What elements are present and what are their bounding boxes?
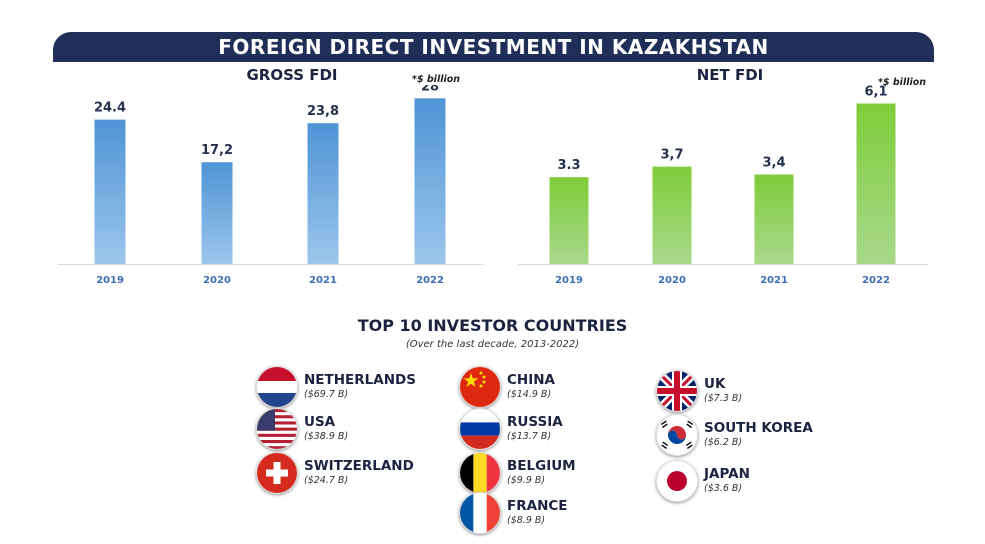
- bar-2020: [201, 162, 233, 264]
- china-flag-icon: [459, 366, 501, 408]
- bar-2019: [549, 177, 589, 264]
- data-label-2020: 3,7: [660, 148, 683, 163]
- net-fdi-title: NET FDI: [696, 66, 764, 84]
- net-fdi-chart: 3.3 2019 3,7 2020 3,4 2021 6,1 2022: [518, 85, 928, 286]
- country-name: RUSSIA: [507, 414, 563, 430]
- data-label-2019: 3.3: [557, 158, 580, 173]
- country-value: ($69.7 B): [304, 389, 349, 400]
- country-name: SOUTH KOREA: [704, 420, 813, 436]
- data-label-2022: 28: [421, 85, 439, 94]
- country-value: ($14.9 B): [507, 389, 552, 400]
- france-flag-icon: [459, 492, 501, 534]
- gross-fdi-title: GROSS FDI: [246, 66, 338, 84]
- data-label-2021: 23,8: [307, 104, 339, 119]
- bar-2020: [652, 166, 692, 264]
- country-value: ($24.7 B): [304, 475, 349, 486]
- gross-fdi-chart: 24.4 2019 17,2 2020 23,8 2021 28 2022: [58, 85, 483, 286]
- country-name: USA: [304, 414, 336, 430]
- usa-flag-icon: [256, 408, 298, 450]
- bar-2021: [754, 174, 794, 264]
- page-banner-title: FOREIGN DIRECT INVESTMENT IN KAZAKHSTAN: [53, 32, 934, 62]
- country-name: NETHERLANDS: [304, 372, 416, 388]
- data-label-2022: 6,1: [864, 85, 887, 100]
- country-name: FRANCE: [507, 498, 568, 514]
- bar-2022: [414, 98, 446, 264]
- country-name: UK: [704, 376, 726, 392]
- investors-subtitle: (Over the last decade, 2013-2022): [405, 339, 580, 350]
- country-value: ($13.7 B): [507, 431, 552, 442]
- country-value: ($38.9 B): [304, 431, 349, 442]
- netherlands-flag-icon: [256, 366, 298, 408]
- tick-label-2021: 2021: [760, 275, 788, 286]
- country-name: JAPAN: [704, 466, 750, 482]
- tick-label-2019: 2019: [96, 275, 124, 286]
- data-label-2020: 17,2: [201, 143, 233, 158]
- tick-label-2020: 2020: [658, 275, 686, 286]
- tick-label-2019: 2019: [555, 275, 583, 286]
- switzerland-flag-icon: [256, 452, 298, 494]
- country-value: ($8.9 B): [507, 515, 546, 526]
- bar-2019: [94, 119, 126, 264]
- country-name: SWITZERLAND: [304, 458, 414, 474]
- japan-flag-icon: [656, 460, 698, 502]
- russia-flag-icon: [459, 408, 501, 450]
- bar-2021: [307, 123, 339, 264]
- net-fdi-unit-note: *$ billion: [878, 77, 927, 88]
- south-korea-flag-icon: [656, 414, 698, 456]
- investors-title: TOP 10 INVESTOR COUNTRIES: [357, 316, 628, 335]
- data-label-2021: 3,4: [762, 156, 785, 171]
- country-name: CHINA: [507, 372, 555, 388]
- belgium-flag-icon: [459, 452, 501, 494]
- country-value: ($9.9 B): [507, 475, 546, 486]
- country-value: ($7.3 B): [704, 393, 743, 404]
- data-label-2019: 24.4: [94, 101, 126, 116]
- tick-label-2021: 2021: [309, 275, 337, 286]
- country-name: BELGIUM: [507, 458, 576, 474]
- bar-2022: [856, 103, 896, 265]
- country-value: ($3.6 B): [704, 483, 743, 494]
- gross-fdi-unit-note: *$ billion: [412, 74, 461, 85]
- country-value: ($6.2 B): [704, 437, 743, 448]
- tick-label-2022: 2022: [416, 275, 444, 286]
- tick-label-2022: 2022: [862, 275, 890, 286]
- uk-flag-icon: [656, 370, 698, 412]
- tick-label-2020: 2020: [203, 275, 231, 286]
